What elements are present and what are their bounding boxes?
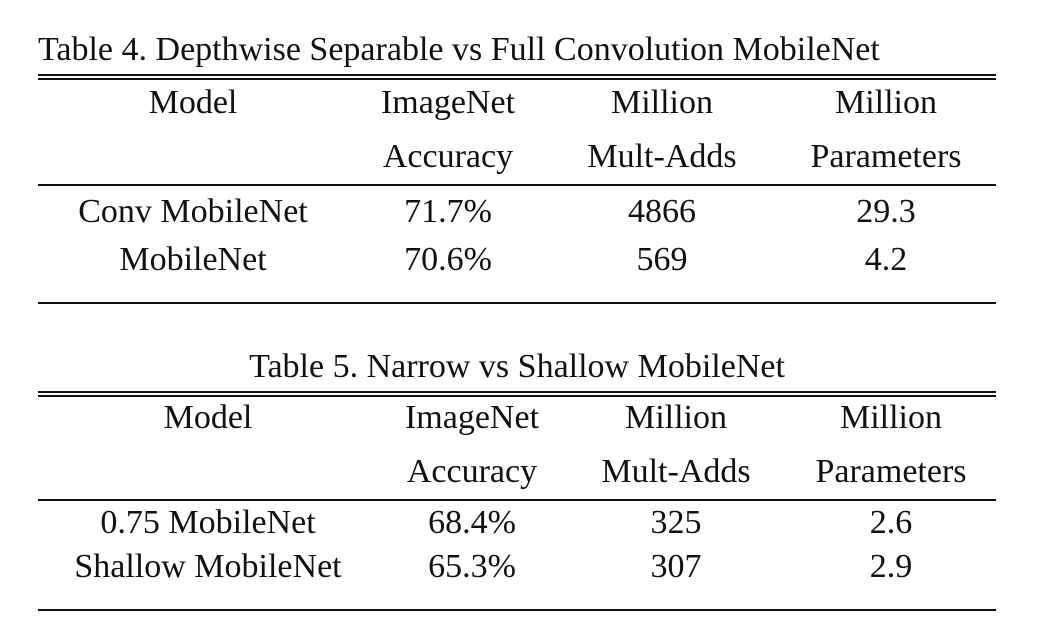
bottom-rule [38, 302, 996, 304]
header-row: Model ImageNet Million Million [38, 76, 996, 130]
header-row: Model ImageNet Million Million [38, 391, 996, 445]
header-model: Model [163, 399, 253, 436]
bottom-rule [38, 609, 996, 611]
top-double-rule [38, 74, 996, 80]
header-model: Model [148, 84, 238, 121]
table-4: Table 4. Depthwise Separable vs Full Con… [38, 30, 996, 304]
header-million-mult: Million [610, 84, 714, 121]
cell-mult-adds: 325 [650, 504, 702, 541]
header-rule [38, 499, 996, 501]
cell-parameters: 2.9 [869, 548, 913, 585]
header-million-params: Million [834, 84, 938, 121]
cell-model: 0.75 MobileNet [100, 504, 316, 541]
cell-parameters: 4.2 [864, 241, 908, 278]
top-double-rule [38, 391, 996, 397]
table-caption: Table 4. Depthwise Separable vs Full Con… [38, 31, 880, 68]
header-row-2: Accuracy Mult-Adds Parameters [38, 130, 996, 184]
header-million-params: Million [839, 399, 943, 436]
cell-accuracy: 68.4% [428, 504, 516, 541]
cell-mult-adds: 569 [636, 241, 688, 278]
cell-accuracy: 65.3% [428, 548, 516, 585]
cell-accuracy: 70.6% [404, 241, 492, 278]
cell-parameters: 2.6 [869, 504, 913, 541]
header-rule [38, 184, 996, 186]
cell-mult-adds: 4866 [628, 193, 696, 230]
cell-parameters: 29.3 [856, 193, 916, 230]
header-row-2: Accuracy Mult-Adds Parameters [38, 445, 996, 499]
table-5: Table 5. Narrow vs Shallow MobileNet Mod… [38, 347, 996, 611]
header-accuracy: Accuracy [406, 453, 538, 490]
header-blank [38, 130, 348, 184]
header-imagenet: ImageNet [380, 84, 516, 121]
header-accuracy: Accuracy [382, 138, 514, 175]
cell-accuracy: 71.7% [404, 193, 492, 230]
table-row: Conv MobileNet 71.7% 4866 29.3 [38, 188, 996, 236]
table-row: 0.75 MobileNet 68.4% 325 2.6 [38, 501, 996, 545]
header-mult-adds: Mult-Adds [601, 453, 751, 490]
cell-mult-adds: 307 [650, 548, 702, 585]
header-parameters: Parameters [810, 138, 962, 175]
table-row: MobileNet 70.6% 569 4.2 [38, 236, 996, 284]
table-caption: Table 5. Narrow vs Shallow MobileNet [249, 348, 785, 385]
header-parameters: Parameters [815, 453, 967, 490]
header-imagenet: ImageNet [404, 399, 540, 436]
cell-model: MobileNet [119, 241, 267, 278]
header-mult-adds: Mult-Adds [587, 138, 737, 175]
header-million-mult: Million [624, 399, 728, 436]
table-row: Shallow MobileNet 65.3% 307 2.9 [38, 545, 996, 589]
header-blank [38, 445, 378, 499]
cell-model: Shallow MobileNet [74, 548, 342, 585]
cell-model: Conv MobileNet [78, 193, 308, 230]
